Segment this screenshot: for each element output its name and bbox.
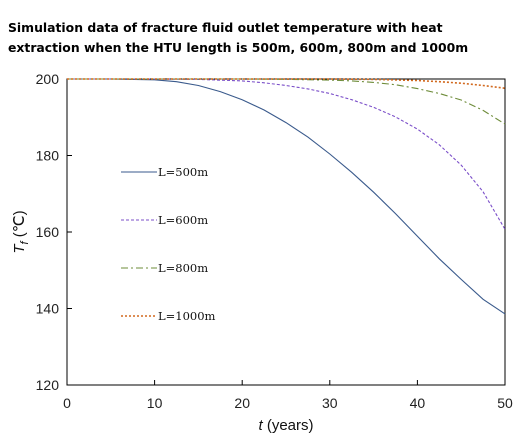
legend: L=500m L=600m L=800m L=1000m [121,165,216,323]
x-axis-label-variable: t [258,417,263,434]
y-tick-label: 200 [36,71,60,87]
y-tick-label: 120 [36,377,60,393]
x-axis-label: t (years) [258,417,313,434]
chart-title-line-2: extraction when the HTU length is 500m, … [8,40,469,55]
x-tick-label: 10 [147,395,163,411]
x-tick-label: 20 [234,395,250,411]
legend-label: L=600m [158,213,208,227]
plot-area-frame [66,78,506,386]
chart-title-line-1: Simulation data of fracture fluid outlet… [8,20,443,35]
chart-title: Simulation data of fracture fluid outlet… [8,18,513,58]
series-line-l-500m [67,78,506,315]
y-axis-label-variable: T [11,243,28,254]
y-axis-label-subscript: f [19,240,31,244]
series-line-l-1000m [67,78,506,89]
legend-label: L=800m [158,261,208,275]
y-tick-label: 180 [36,148,60,164]
x-axis-label-unit: (years) [263,417,314,434]
x-tick-label: 40 [410,395,426,411]
y-tick-label: 140 [36,301,60,317]
series-line-l-600m [67,78,506,230]
x-tick-label: 0 [63,395,71,411]
y-axis-ticks: 120 140 160 180 200 [36,71,72,393]
legend-label: L=500m [158,165,208,179]
legend-label: L=1000m [158,309,216,323]
x-tick-label: 50 [497,395,513,411]
x-axis-ticks: 0 10 20 30 40 50 [63,380,513,411]
x-tick-label: 30 [322,395,338,411]
y-axis-label: Tf (℃) [11,210,31,253]
series-lines [67,78,506,315]
y-tick-label: 160 [36,224,60,240]
series-line-l-800m [67,78,506,125]
y-axis-label-unit: (℃) [11,210,28,241]
